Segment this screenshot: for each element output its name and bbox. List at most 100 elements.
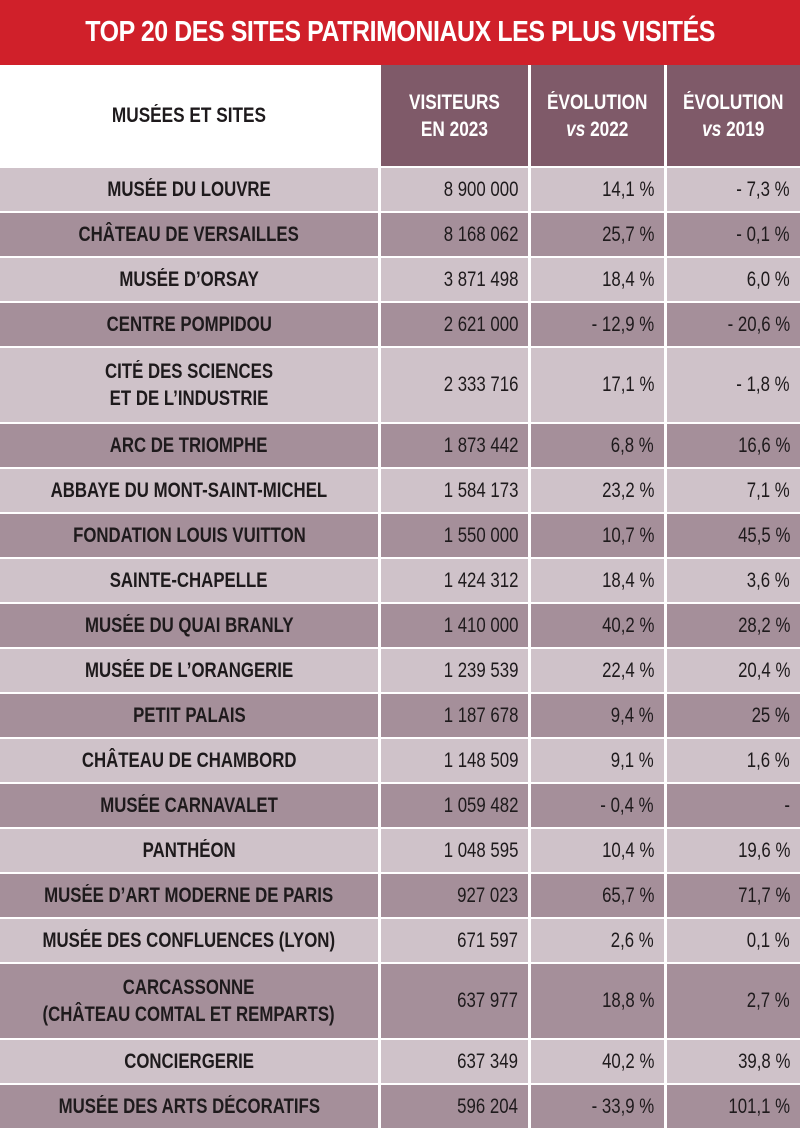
evo2022-value: 23,2 %: [601, 478, 654, 502]
table-header: MUSÉES ET SITES VISITEURS EN 2023 ÉVOLUTI…: [0, 65, 800, 166]
visitors-value: 1 550 000: [443, 523, 518, 547]
visitors-2023: 596 204: [381, 1085, 528, 1128]
table-row: MUSÉE DU LOUVRE 8 900 000 14,1 % - 7,3 %: [0, 168, 800, 211]
site-name: CITÉ DES SCIENCES ET DE L’INDUSTRIE: [0, 348, 378, 422]
visitors-value: 637 977: [457, 989, 518, 1012]
table-row: MUSÉE D’ART MODERNE DE PARIS 927 023 65,7 …: [0, 874, 800, 917]
site-name-text: PETIT PALAIS: [132, 704, 246, 727]
site-name-text: SAINTE-CHAPELLE: [110, 569, 268, 592]
table-row: ABBAYE DU MONT-SAINT-MICHEL 1 584 173 23,2…: [0, 469, 800, 512]
evo2019-value: 25 %: [751, 703, 790, 727]
evolution-vs-2022: 17,1 %: [531, 348, 664, 422]
site-name: MUSÉE D’ORSAY: [0, 258, 378, 301]
evolution-vs-2019: 39,8 %: [667, 1040, 800, 1083]
visitors-value: 637 349: [457, 1049, 518, 1073]
evolution-vs-2022: 14,1 %: [531, 168, 664, 211]
visitors-2023: 2 621 000: [381, 303, 528, 346]
evo2019-value: 45,5 %: [737, 523, 790, 547]
site-name: ARC DE TRIOMPHE: [0, 424, 378, 467]
site-name: MUSÉE DES ARTS DÉCORATIFS: [0, 1085, 378, 1128]
evo2022-value: 6,8 %: [611, 433, 654, 457]
site-name-line1: CITÉ DES SCIENCES: [104, 360, 274, 383]
visitors-value: 8 900 000: [443, 177, 518, 201]
visitors-2023: 8 168 062: [381, 213, 528, 256]
evolution-vs-2019: 1,6 %: [667, 739, 800, 782]
table-row: MUSÉE CARNAVALET 1 059 482 - 0,4 % -: [0, 784, 800, 827]
evo2022-value: 9,1 %: [611, 748, 654, 772]
evo2022-value: 2,6 %: [611, 928, 654, 952]
title-banner: TOP 20 DES SITES PATRIMONIAUX LES PLUS V…: [0, 0, 800, 65]
site-name-text: CHÂTEAU DE VERSAILLES: [78, 223, 300, 246]
evo2019-value: 19,6 %: [737, 838, 790, 862]
visitors-2023: 1 873 442: [381, 424, 528, 467]
evolution-vs-2022: 40,2 %: [531, 604, 664, 647]
evolution-vs-2019: - 20,6 %: [667, 303, 800, 346]
evolution-vs-2022: 6,8 %: [531, 424, 664, 467]
site-name: MUSÉE DU QUAI BRANLY: [0, 604, 378, 647]
visitors-2023: 1 424 312: [381, 559, 528, 602]
evo2019-value: 3,6 %: [747, 568, 790, 592]
evolution-vs-2019: - 7,3 %: [667, 168, 800, 211]
site-name-line1: CARCASSONNE: [123, 976, 255, 999]
evolution-vs-2019: - 0,1 %: [667, 213, 800, 256]
evolution-vs-2022: 40,2 %: [531, 1040, 664, 1083]
site-name: MUSÉE DU LOUVRE: [0, 168, 378, 211]
evo2019-value: 7,1 %: [747, 478, 790, 502]
evo2022-value: 18,4 %: [601, 267, 654, 291]
evolution-vs-2022: 65,7 %: [531, 874, 664, 917]
site-name: SAINTE-CHAPELLE: [0, 559, 378, 602]
visitors-2023: 671 597: [381, 919, 528, 962]
table-row: CHÂTEAU DE CHAMBORD 1 148 509 9,1 % 1,6 %: [0, 739, 800, 782]
site-name-text: CENTRE POMPIDOU: [106, 313, 272, 336]
site-name-text: ABBAYE DU MONT-SAINT-MICHEL: [50, 479, 328, 502]
table-row: SAINTE-CHAPELLE 1 424 312 18,4 % 3,6 %: [0, 559, 800, 602]
header-evo2022-vs: vs: [566, 117, 586, 141]
site-name: CARCASSONNE (CHÂTEAU COMTAL ET REMPARTS): [0, 964, 378, 1038]
table-row: CENTRE POMPIDOU 2 621 000 - 12,9 % - 20,6 %: [0, 303, 800, 346]
evolution-vs-2022: 18,4 %: [531, 258, 664, 301]
evolution-vs-2022: 22,4 %: [531, 649, 664, 692]
evo2019-value: - 1,8 %: [736, 373, 790, 396]
evo2022-value: 65,7 %: [601, 883, 654, 907]
table-row: MUSÉE D’ORSAY 3 871 498 18,4 % 6,0 %: [0, 258, 800, 301]
table-row: CHÂTEAU DE VERSAILLES 8 168 062 25,7 % - 0,…: [0, 213, 800, 256]
evo2019-value: 16,6 %: [737, 433, 790, 457]
visitors-2023: 1 187 678: [381, 694, 528, 737]
evolution-vs-2022: - 12,9 %: [531, 303, 664, 346]
site-name-text: ARC DE TRIOMPHE: [110, 434, 268, 457]
visitors-2023: 1 059 482: [381, 784, 528, 827]
visitors-2023: 927 023: [381, 874, 528, 917]
evo2022-value: 18,4 %: [601, 568, 654, 592]
table-row: CONCIERGERIE 637 349 40,2 % 39,8 %: [0, 1040, 800, 1083]
site-name-text: MUSÉE DU LOUVRE: [107, 178, 271, 201]
site-name: CONCIERGERIE: [0, 1040, 378, 1083]
site-name-text: PANTHÉON: [142, 839, 236, 862]
visitors-value: 927 023: [457, 883, 518, 907]
site-name: MUSÉE DES CONFLUENCES (LYON): [0, 919, 378, 962]
evo2022-value: - 12,9 %: [591, 312, 654, 336]
table-row: FONDATION LOUIS VUITTON 1 550 000 10,7 % 45…: [0, 514, 800, 557]
visitors-2023: 1 584 173: [381, 469, 528, 512]
visitors-value: 671 597: [457, 928, 518, 952]
visitors-value: 1 239 539: [443, 658, 518, 682]
site-name-text: MUSÉE CARNAVALET: [100, 794, 278, 817]
header-evolution-2019: ÉVOLUTION vs 2019: [667, 65, 800, 166]
visitors-value: 2 621 000: [443, 312, 518, 336]
site-name-text: MUSÉE DES CONFLUENCES (LYON): [42, 929, 336, 952]
evo2019-value: 2,7 %: [747, 989, 790, 1012]
header-evolution-2022: ÉVOLUTION vs 2022: [531, 65, 664, 166]
table-row: MUSÉE DE L’ORANGERIE 1 239 539 22,4 % 20,4 …: [0, 649, 800, 692]
evo2019-value: 71,7 %: [737, 883, 790, 907]
visitors-value: 1 187 678: [443, 703, 518, 727]
evolution-vs-2019: 28,2 %: [667, 604, 800, 647]
table-row: MUSÉE DU QUAI BRANLY 1 410 000 40,2 % 28,2 …: [0, 604, 800, 647]
evolution-vs-2019: - 1,8 %: [667, 348, 800, 422]
evo2022-value: 10,7 %: [601, 523, 654, 547]
evo2022-value: 10,4 %: [601, 838, 654, 862]
evo2022-value: 25,7 %: [601, 222, 654, 246]
evolution-vs-2019: 6,0 %: [667, 258, 800, 301]
visitors-value: 1 584 173: [443, 478, 518, 502]
evolution-vs-2022: 10,7 %: [531, 514, 664, 557]
visitors-value: 1 148 509: [443, 748, 518, 772]
visitors-value: 1 873 442: [443, 433, 518, 457]
